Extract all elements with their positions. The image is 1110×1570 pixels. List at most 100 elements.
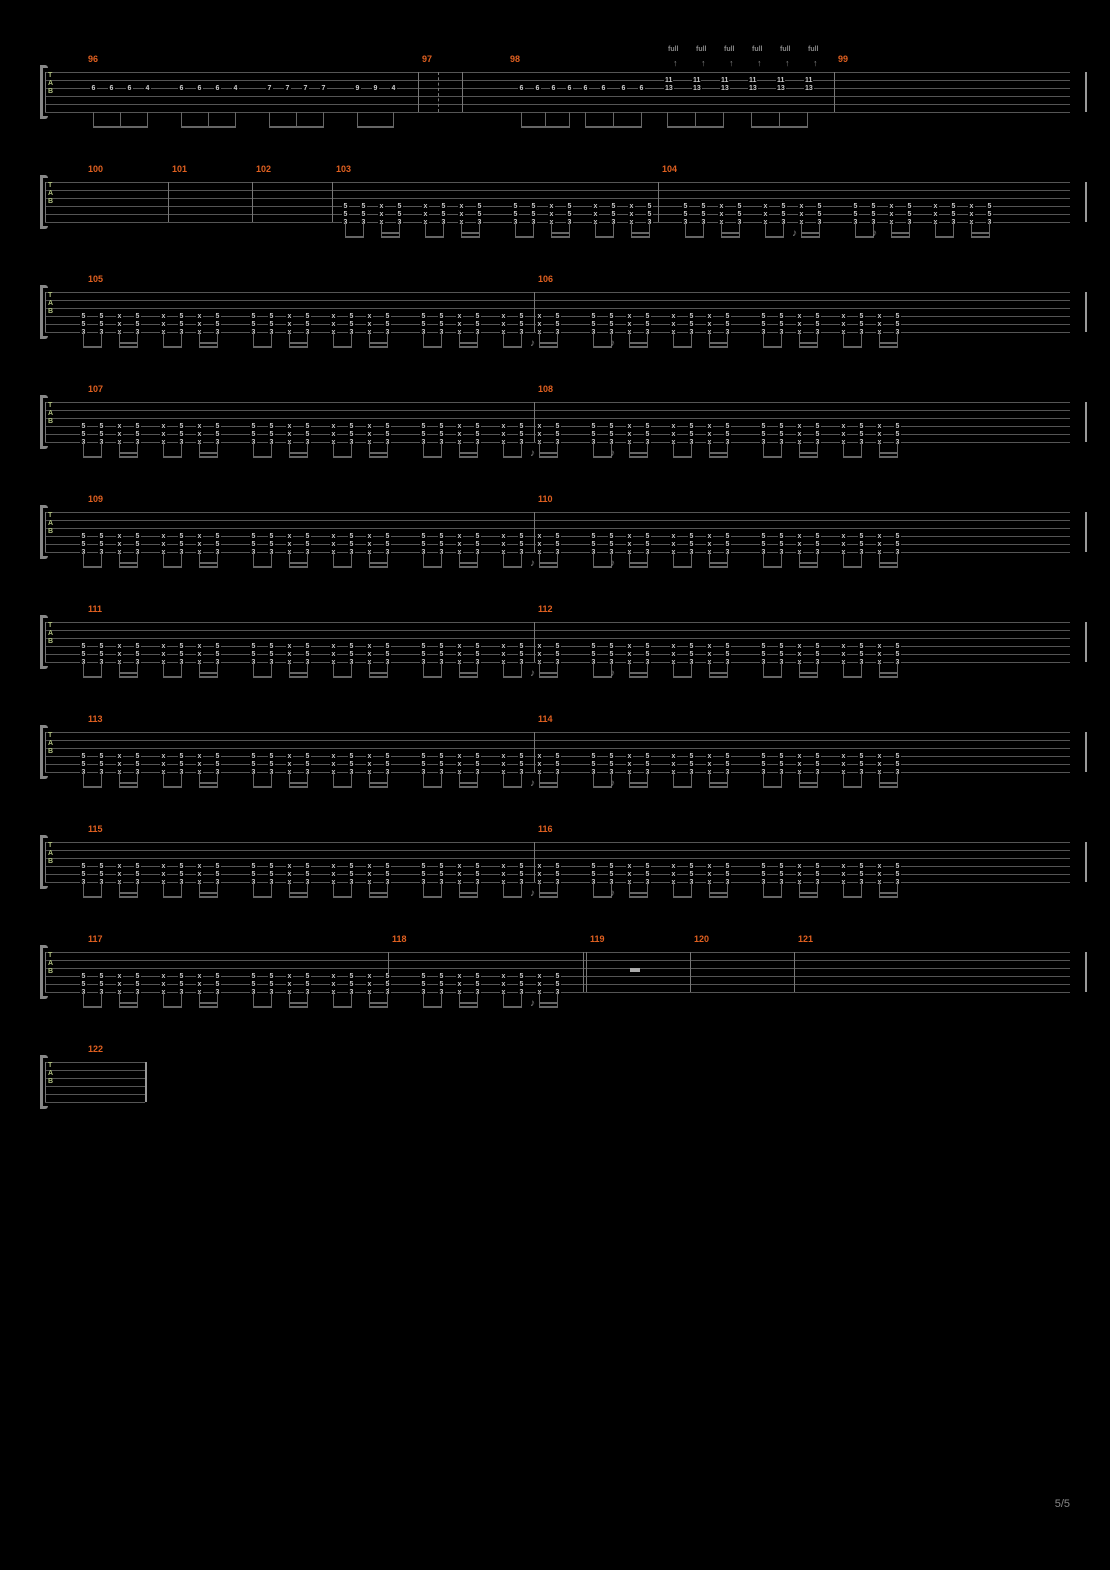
bend-label: full	[696, 46, 707, 53]
tab-system: TAB111112553553xxx553xxx553xxx553553553x…	[30, 600, 1080, 680]
note-beam	[935, 236, 953, 238]
fret-number: 5	[98, 533, 105, 540]
note-beam	[539, 896, 557, 898]
fret-number: 5	[268, 541, 275, 548]
fret-number: 5	[268, 533, 275, 540]
staff-line	[45, 112, 1070, 113]
note-beam	[799, 562, 817, 564]
note-beam	[843, 456, 861, 458]
note-beam	[593, 896, 611, 898]
note-stem	[861, 882, 862, 898]
note-stem	[641, 112, 642, 128]
measure-number: 107	[88, 384, 103, 394]
barline	[534, 842, 535, 882]
measure-number: 106	[538, 274, 553, 284]
fret-number: 5	[760, 423, 767, 430]
fret-number: x	[796, 423, 803, 430]
fret-number: 6	[566, 85, 573, 92]
fret-number: 11	[748, 77, 757, 84]
note-stem	[781, 662, 782, 678]
note-beam	[459, 782, 477, 784]
fret-number: x	[536, 431, 543, 438]
fret-number: 5	[688, 643, 695, 650]
fret-number: 5	[814, 533, 821, 540]
fret-number: x	[536, 973, 543, 980]
fret-number: 5	[384, 753, 391, 760]
note-beam	[879, 782, 897, 784]
note-stem	[781, 442, 782, 458]
measure-number: 116	[538, 824, 553, 834]
fret-number: 5	[530, 211, 537, 218]
barline	[332, 182, 333, 222]
tab-clef-label: TAB	[48, 1062, 53, 1086]
note-beam	[199, 896, 217, 898]
fret-number: 5	[98, 863, 105, 870]
fret-number: x	[330, 981, 337, 988]
note-beam	[629, 346, 647, 348]
fret-number: 5	[438, 321, 445, 328]
fret-number: 5	[688, 541, 695, 548]
note-stem	[647, 772, 648, 788]
fret-number: 5	[304, 541, 311, 548]
fret-number: 5	[304, 761, 311, 768]
note-beam	[629, 896, 647, 898]
note-stem	[783, 222, 784, 238]
fret-number: 5	[610, 211, 617, 218]
fret-number: 5	[134, 313, 141, 320]
fret-number: 5	[438, 981, 445, 988]
note-beam	[369, 672, 387, 674]
fret-number: x	[196, 533, 203, 540]
fret-number: 5	[250, 651, 257, 658]
note-beam	[539, 562, 557, 564]
fret-number: x	[330, 313, 337, 320]
fret-number: 6	[214, 85, 221, 92]
fret-number: 5	[816, 211, 823, 218]
staff-bracket	[40, 398, 43, 446]
note-beam	[629, 786, 647, 788]
fret-number: x	[286, 423, 293, 430]
fret-number: x	[116, 871, 123, 878]
fret-number: x	[536, 533, 543, 540]
fret-number: 6	[196, 85, 203, 92]
fret-number: 5	[134, 981, 141, 988]
fret-number: x	[116, 863, 123, 870]
bend-arrow-icon: ↑	[673, 58, 678, 68]
fret-number: 6	[582, 85, 589, 92]
fret-number: x	[458, 203, 465, 210]
note-beam	[673, 456, 691, 458]
note-stem	[271, 772, 272, 788]
note-stem	[817, 552, 818, 568]
note-beam	[673, 566, 691, 568]
fret-number: 5	[178, 321, 185, 328]
note-beam	[83, 676, 101, 678]
fret-number: 5	[214, 651, 221, 658]
fret-number: 5	[134, 643, 141, 650]
fret-number: x	[796, 871, 803, 878]
fret-number: 5	[474, 981, 481, 988]
note-beam	[593, 566, 611, 568]
fret-number: x	[798, 203, 805, 210]
staff-line	[45, 198, 1070, 199]
note-stem	[897, 882, 898, 898]
fret-number: x	[160, 973, 167, 980]
fret-number: x	[160, 981, 167, 988]
fret-number: x	[840, 761, 847, 768]
fret-number: 5	[348, 643, 355, 650]
note-stem	[557, 332, 558, 348]
note-stem	[953, 222, 954, 238]
fret-number: 5	[554, 643, 561, 650]
note-stem	[217, 772, 218, 788]
bend-label: full	[780, 46, 791, 53]
note-beam	[83, 896, 101, 898]
fret-number: x	[196, 753, 203, 760]
fret-number: 5	[590, 863, 597, 870]
fret-number: x	[500, 651, 507, 658]
fret-number: 5	[852, 203, 859, 210]
note-beam	[843, 566, 861, 568]
fret-number: x	[876, 643, 883, 650]
fret-number: 5	[608, 321, 615, 328]
fret-number: x	[670, 863, 677, 870]
fret-number: 5	[438, 863, 445, 870]
note-stem	[307, 882, 308, 898]
fret-number: 5	[512, 203, 519, 210]
